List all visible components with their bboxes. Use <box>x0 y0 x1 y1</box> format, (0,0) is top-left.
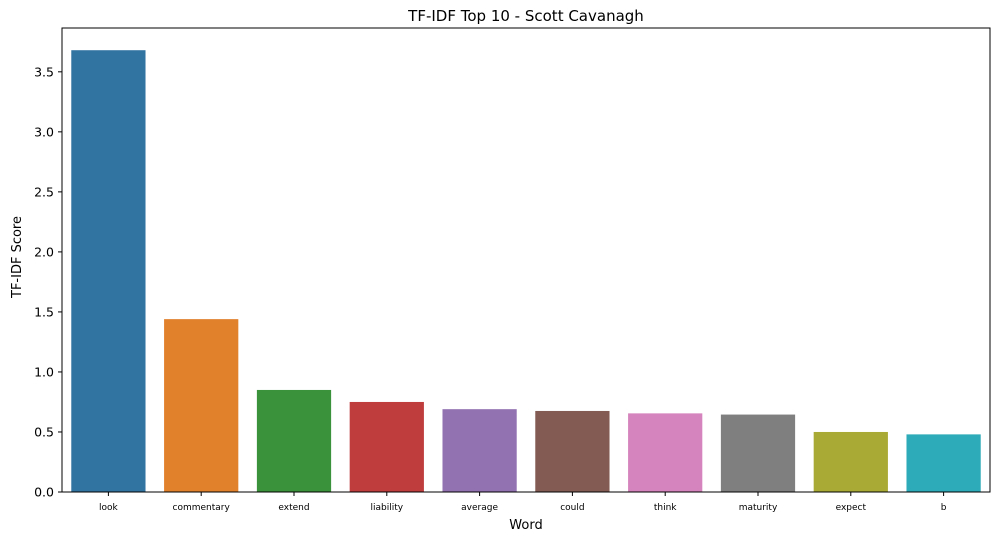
x-tick-label: commentary <box>173 503 231 513</box>
y-tick-label: 2.5 <box>34 184 54 199</box>
bar-extend <box>256 389 332 492</box>
x-tick-label: look <box>99 503 119 513</box>
x-tick-label: could <box>560 503 584 513</box>
x-tick-label: liability <box>371 503 404 513</box>
x-axis-label: Word <box>509 518 542 533</box>
x-tick-label: extend <box>278 503 309 513</box>
y-tick-label: 0.5 <box>34 424 54 439</box>
y-tick-label: 1.5 <box>34 304 54 319</box>
bar-commentary <box>164 319 239 492</box>
chart-title: TF-IDF Top 10 - Scott Cavanagh <box>407 7 644 25</box>
y-tick-label: 2.0 <box>34 244 54 259</box>
bar-b <box>906 434 981 492</box>
y-tick-label: 3.0 <box>34 124 54 139</box>
bar-could <box>535 410 610 492</box>
x-tick-label: expect <box>836 503 867 513</box>
bar-average <box>442 409 517 492</box>
x-tick-label: maturity <box>739 503 778 513</box>
bar-maturity <box>720 414 796 492</box>
x-tick-label: think <box>654 503 677 513</box>
y-axis-label: TF-IDF Score <box>10 216 25 299</box>
x-tick-label: average <box>461 503 498 513</box>
plot-frame <box>61 27 991 493</box>
y-tick-label: 0.0 <box>34 485 54 500</box>
bar-liability <box>349 401 424 492</box>
bar-think <box>628 413 703 492</box>
x-axis-ticks: look commentary extend liability average coul… <box>99 492 947 513</box>
x-tick-label: b <box>941 503 947 513</box>
y-tick-label: 3.5 <box>34 64 54 79</box>
bar-look <box>71 50 146 493</box>
bars-group <box>71 50 981 493</box>
y-tick-label: 1.0 <box>34 364 54 379</box>
bar-expect <box>813 431 888 492</box>
y-axis-ticks: 0.0 0.5 1.0 1.5 2.0 2.5 3.0 3.5 <box>34 64 62 500</box>
